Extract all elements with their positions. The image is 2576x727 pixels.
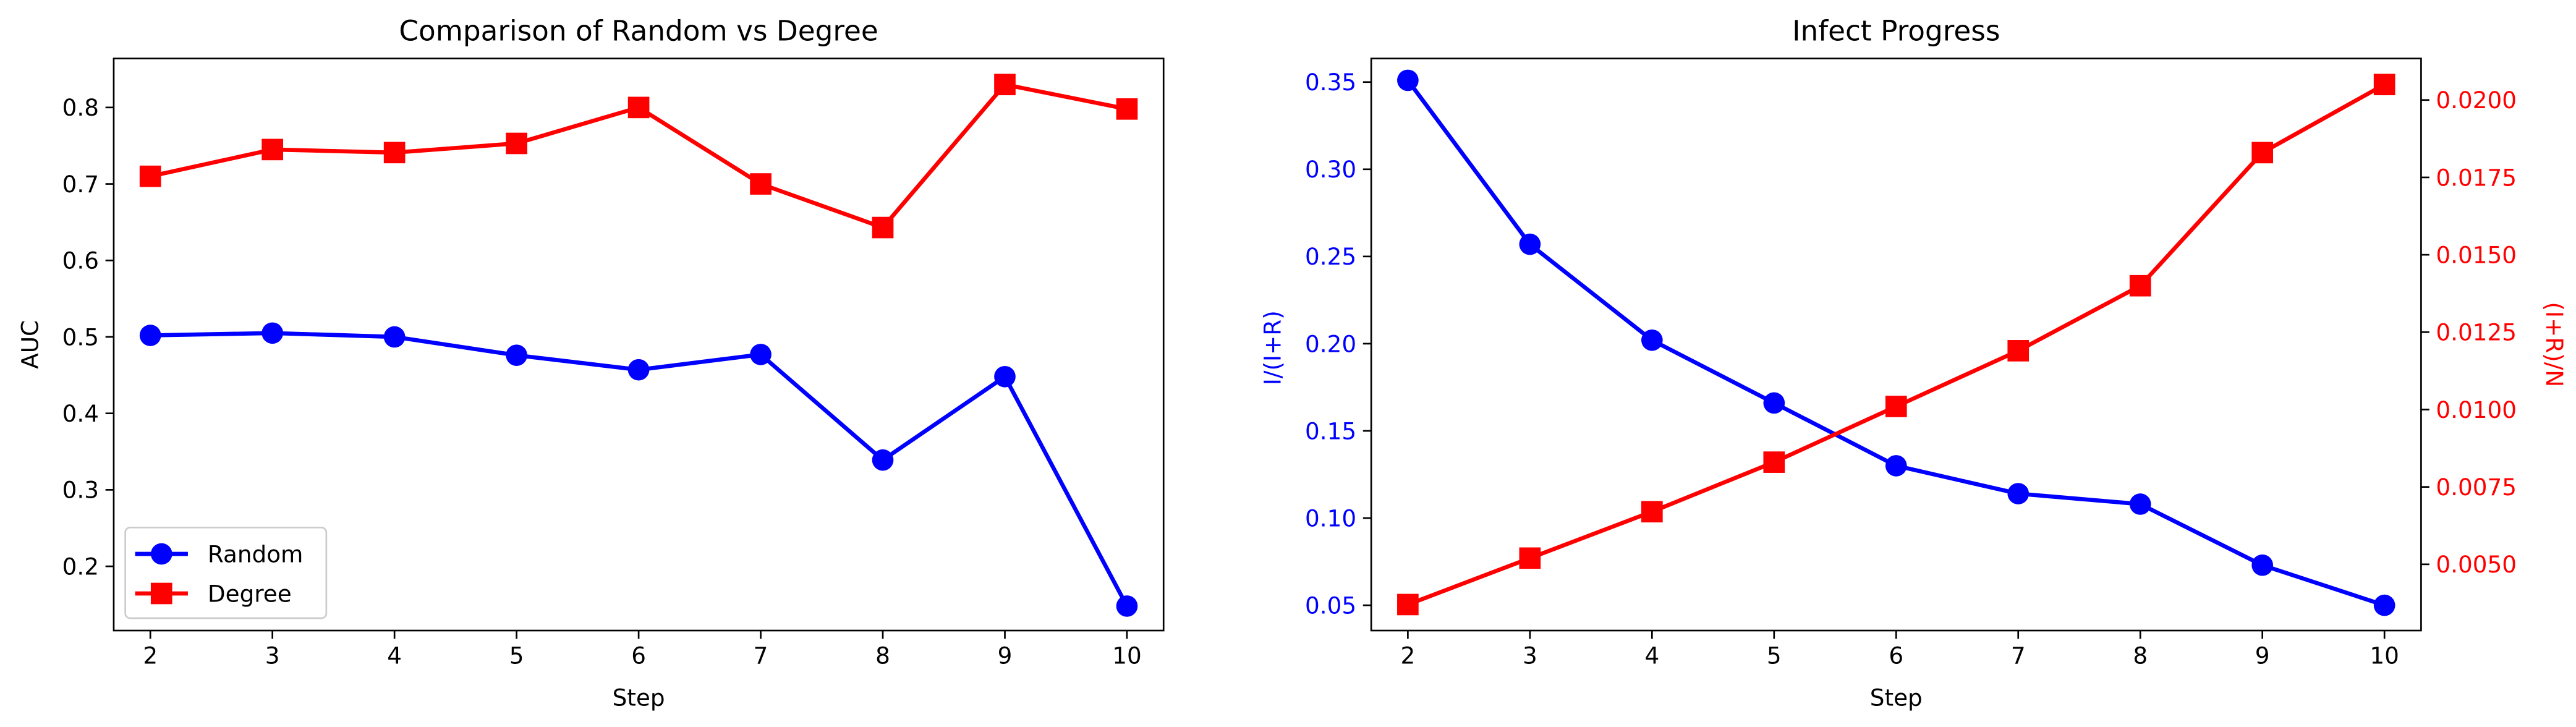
series-infect-ratio-point (2007, 483, 2030, 504)
legend-degree-label: Degree (208, 580, 292, 607)
series-infect-ratio-point (2373, 594, 2395, 616)
series-infected-fraction-point (1641, 501, 1663, 523)
series-random-point (139, 325, 161, 346)
series-infect-ratio-point (2129, 493, 2151, 515)
chart-right-x-tick-label: 9 (2255, 642, 2270, 669)
chart-right-x-tick-label: 7 (2011, 642, 2026, 669)
chart-left-frame (113, 57, 1165, 632)
chart-right-right-y-tick-label: 0.0200 (2436, 87, 2517, 114)
chart-right-right-y-tick-label: 0.0175 (2436, 164, 2517, 191)
chart-right-right-y-tick-label: 0.0050 (2436, 551, 2517, 578)
chart-right-right-y-axis-label: (I+R)/N (2541, 302, 2568, 387)
chart-left-x-axis-label: Step (613, 684, 665, 711)
chart-right-series (1397, 69, 2395, 616)
chart-left-y-tick-label: 0.5 (62, 323, 99, 351)
series-random-point (1116, 595, 1138, 617)
series-infect-ratio-point (1641, 329, 1663, 351)
chart-right-x-tick-label: 2 (1401, 642, 1416, 669)
chart-left-title: Comparison of Random vs Degree (399, 14, 878, 47)
series-infect-ratio-point (2251, 554, 2274, 576)
series-infected-fraction-point (1397, 593, 1419, 616)
chart-right-x-ticks: 2 3 4 5 6 7 8 9 10 (1401, 631, 2399, 669)
chart-left-y-tick-label: 0.2 (62, 553, 99, 580)
series-degree-point (139, 165, 161, 187)
chart-right-frame (1370, 57, 2422, 632)
chart-right-left-y-tick-label: 0.15 (1305, 417, 1356, 444)
chart-right-left-y-tick-label: 0.25 (1305, 243, 1356, 270)
chart-right-left-y-tick-label: 0.10 (1305, 504, 1356, 532)
chart-left-x-tick-label: 3 (265, 642, 280, 669)
series-random-point (261, 322, 283, 344)
chart-left-y-axis-label: AUC (16, 320, 43, 369)
series-infected-fraction-point (2251, 142, 2274, 164)
chart-right-title: Infect Progress (1792, 14, 2000, 47)
series-degree-point (261, 138, 283, 161)
legend-random-marker (150, 543, 172, 565)
chart-left: Comparison of Random vs Degree Step AUC … (16, 14, 1165, 711)
chart-left-y-tick-label: 0.4 (62, 400, 99, 427)
chart-right-x-tick-label: 6 (1889, 642, 1903, 669)
chart-left-x-tick-label: 7 (754, 642, 768, 669)
chart-right-right-y-tick-label: 0.0100 (2436, 396, 2517, 423)
chart-right-left-y-axis-label: I/(I+R) (1259, 310, 1286, 385)
series-random-point (383, 326, 406, 348)
chart-left-x-tick-label: 2 (143, 642, 158, 669)
series-random-point (750, 344, 772, 365)
chart-left-x-tick-label: 9 (998, 642, 1013, 669)
series-random-point (994, 365, 1016, 388)
series-infect-ratio-point (1885, 455, 1907, 477)
chart-left-x-tick-label: 4 (387, 642, 402, 669)
chart-left-legend: Random Degree (124, 527, 328, 619)
legend-random-label: Random (208, 540, 303, 568)
chart-right-x-tick-label: 10 (2370, 642, 2399, 669)
chart-right-left-y-tick-label: 0.35 (1305, 69, 1356, 96)
series-infected-fraction-point (2129, 274, 2151, 297)
chart-left-y-tick-label: 0.7 (62, 171, 99, 198)
series-random-point (627, 359, 650, 381)
chart-left-series (139, 74, 1138, 617)
chart-right-right-y-ticks: 0.0050 0.0075 0.0100 0.0125 0.0150 0.0175 0.02… (2421, 87, 2517, 578)
chart-left-x-tick-label: 6 (631, 642, 646, 669)
chart-right-left-y-tick-label: 0.30 (1305, 156, 1356, 183)
chart-left-x-tick-label: 5 (509, 642, 524, 669)
chart-left-y-tick-label: 0.3 (62, 477, 99, 504)
chart-right-left-y-tick-label: 0.05 (1305, 592, 1356, 619)
series-degree-point (1116, 98, 1138, 120)
chart-right-x-tick-label: 3 (1523, 642, 1537, 669)
series-infected-fraction-point (1763, 451, 1785, 473)
series-infect-ratio-point (1763, 392, 1785, 414)
series-degree-point (872, 216, 894, 239)
series-infect-ratio-point (1397, 69, 1419, 91)
series-infected-fraction-point (2007, 340, 2030, 362)
chart-right-left-y-ticks: 0.05 0.10 0.15 0.20 0.25 0.30 0.35 (1305, 69, 1372, 619)
chart-right: Infect Progress Step I/(I+R) (I+R)/N 2 3 4… (1259, 14, 2569, 711)
series-infected-fraction-point (1885, 396, 1907, 417)
series-random-point (872, 449, 894, 471)
chart-left-x-tick-label: 8 (875, 642, 890, 669)
chart-right-right-y-tick-label: 0.0075 (2436, 474, 2517, 501)
chart-left-x-tick-label: 10 (1112, 642, 1141, 669)
series-degree-point (994, 74, 1016, 96)
chart-left-y-ticks: 0.2 0.3 0.4 0.5 0.6 0.7 0.8 (62, 94, 114, 580)
series-degree-point (383, 142, 406, 164)
chart-right-left-y-tick-label: 0.20 (1305, 330, 1356, 357)
chart-right-x-tick-label: 8 (2133, 642, 2148, 669)
chart-right-x-tick-label: 5 (1767, 642, 1782, 669)
chart-left-x-ticks: 2 3 4 5 6 7 8 9 10 (143, 631, 1142, 669)
series-infect-ratio-point (1519, 233, 1541, 255)
series-infected-fraction-point (1519, 547, 1541, 569)
chart-right-x-tick-label: 4 (1644, 642, 1659, 669)
series-degree-point (750, 173, 772, 195)
legend-degree-marker (150, 582, 172, 605)
series-random-point (506, 344, 527, 366)
chart-right-x-axis-label: Step (1870, 684, 1923, 711)
chart-right-right-y-tick-label: 0.0125 (2436, 319, 2517, 346)
series-infected-fraction-point (2373, 74, 2395, 96)
chart-left-y-tick-label: 0.6 (62, 247, 99, 274)
series-degree-point (506, 132, 527, 155)
chart-right-right-y-tick-label: 0.0150 (2436, 241, 2517, 268)
series-degree-point (627, 96, 650, 119)
chart-left-y-tick-label: 0.8 (62, 94, 99, 121)
